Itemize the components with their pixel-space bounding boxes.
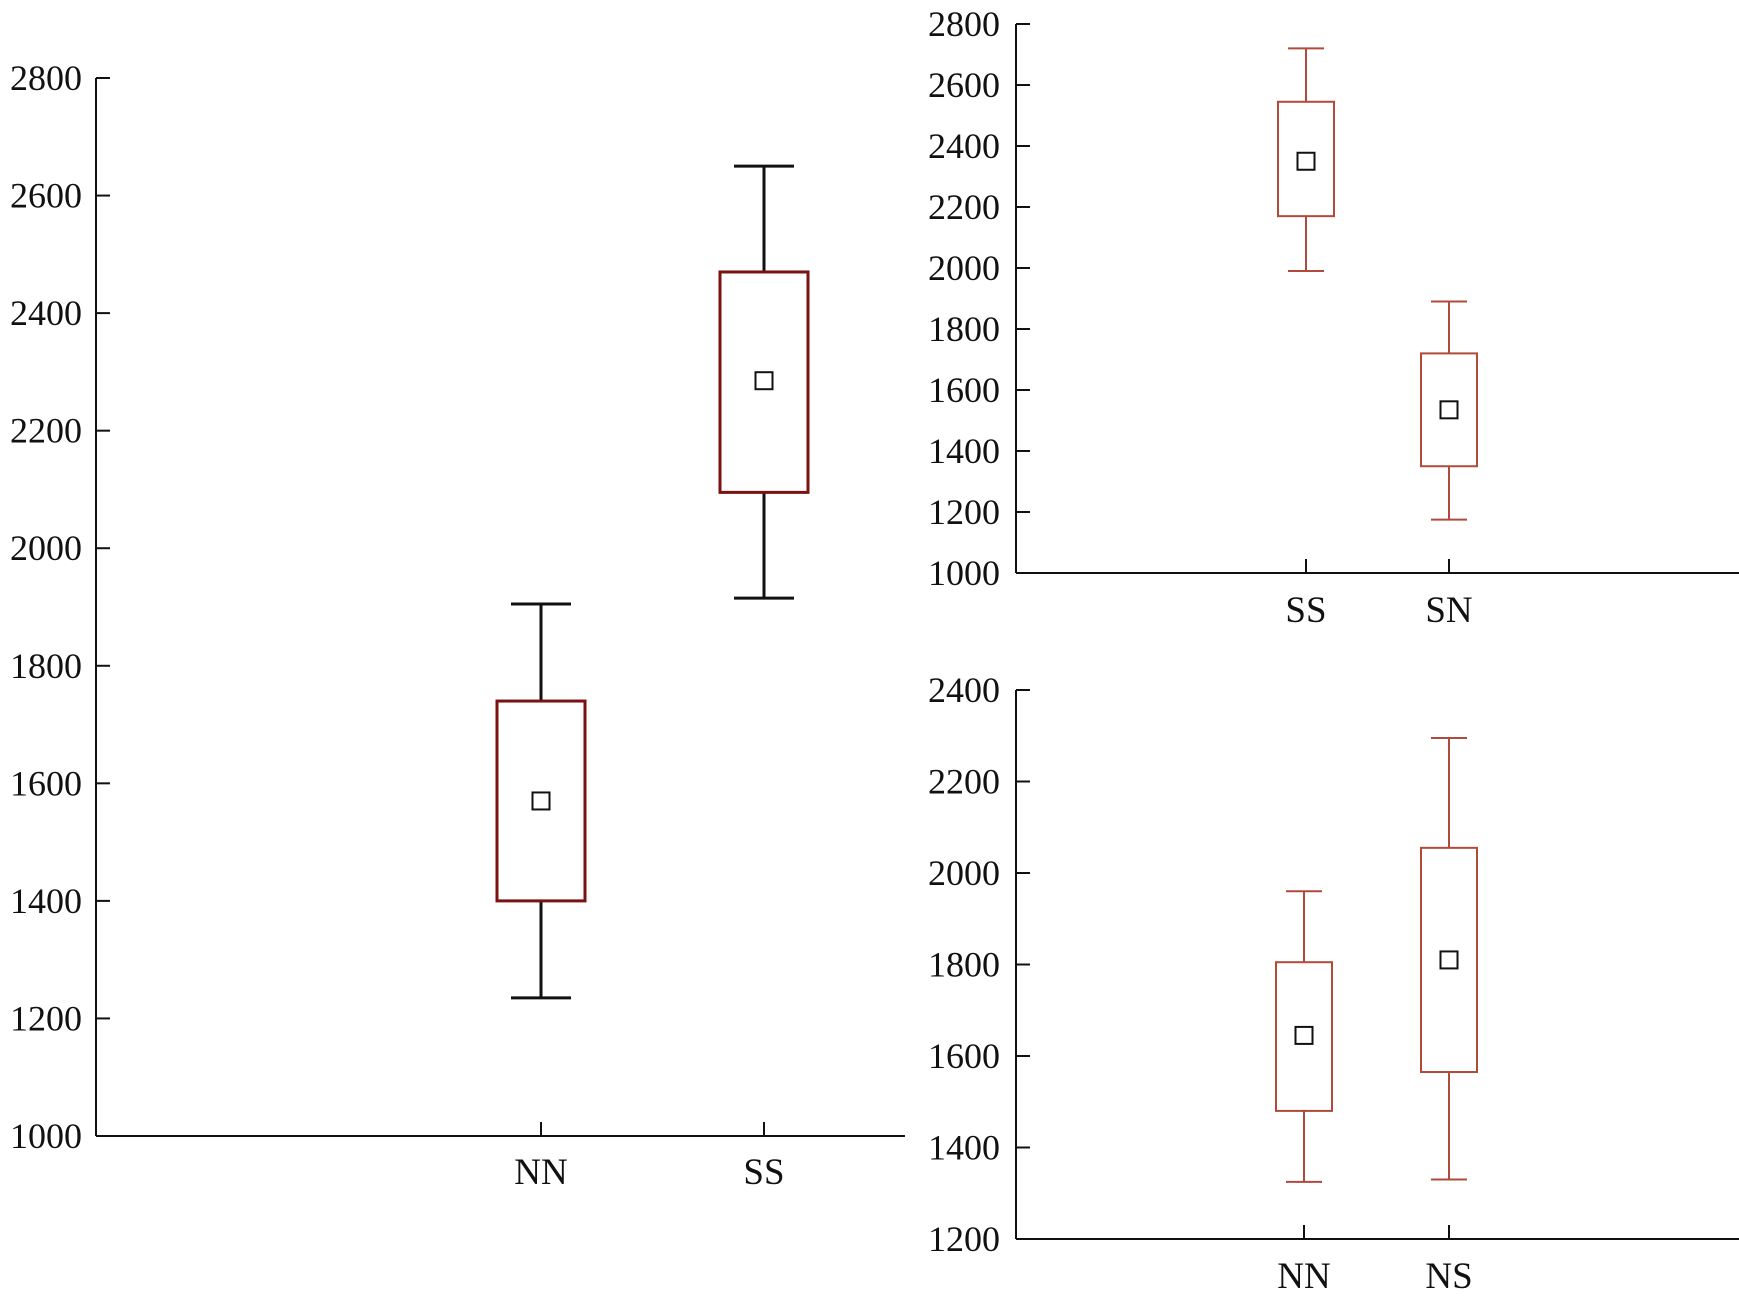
mean-marker — [1294, 1025, 1314, 1045]
y-tick-label: 2800 — [928, 4, 1000, 44]
mean-marker — [754, 371, 774, 391]
x-category-label: NS — [1425, 1256, 1472, 1297]
y-tick-label: 1400 — [10, 881, 82, 921]
mean-marker — [1439, 400, 1459, 420]
y-tick-label: 2200 — [928, 762, 1000, 802]
box-ss — [1277, 100, 1335, 218]
y-tick-label: 2800 — [10, 58, 82, 98]
panel-left-nn-ss: 1000 1200 1400 1600 1800 2000 2200 2400 2600 2800… — [10, 58, 905, 1193]
y-tick-label: 1800 — [928, 945, 1000, 985]
y-tick-label: 1600 — [928, 1036, 1000, 1076]
y-tick-label: 1600 — [928, 370, 1000, 410]
y-tick-label: 2000 — [10, 528, 82, 568]
box-nn — [495, 699, 587, 903]
x-category-label: SN — [1425, 590, 1472, 631]
box-sn — [1420, 352, 1478, 468]
y-tick-label: 1000 — [10, 1116, 82, 1156]
mean-marker — [1439, 950, 1459, 970]
y-tick-label: 1800 — [928, 309, 1000, 349]
y-tick-label: 1400 — [928, 1128, 1000, 1168]
mean-marker — [531, 791, 551, 811]
y-tick-label: 2400 — [10, 293, 82, 333]
y-tick-label: 2600 — [10, 176, 82, 216]
x-category-label: NN — [514, 1152, 567, 1193]
y-tick-label: 1200 — [10, 998, 82, 1038]
y-tick-label: 2000 — [928, 853, 1000, 893]
y-tick-label: 1200 — [928, 1219, 1000, 1259]
x-category-label: NN — [1277, 1256, 1330, 1297]
y-tick-label: 1800 — [10, 646, 82, 686]
y-tick-label: 2200 — [10, 411, 82, 451]
y-tick-label: 2400 — [928, 670, 1000, 710]
box-ss — [718, 270, 810, 494]
y-tick-label: 2000 — [928, 248, 1000, 288]
box-nn — [1275, 961, 1333, 1112]
x-category-label: SS — [1285, 590, 1326, 631]
y-tick-label: 1000 — [928, 553, 1000, 593]
box-ns — [1420, 846, 1478, 1074]
y-tick-label: 1400 — [928, 431, 1000, 471]
y-tick-label: 1200 — [928, 492, 1000, 532]
mean-marker — [1296, 151, 1316, 171]
panel-top-right-ss-sn: 1000 1200 1400 1600 1800 2000 2200 2400 2600 2800… — [928, 4, 1739, 631]
y-tick-label: 2400 — [928, 126, 1000, 166]
y-tick-label: 2600 — [928, 65, 1000, 105]
panel-bottom-right-nn-ns: 1200 1400 1600 1800 2000 2200 2400 NN NS — [928, 670, 1739, 1297]
y-tick-label: 1600 — [10, 763, 82, 803]
x-category-label: SS — [743, 1152, 784, 1193]
y-tick-label: 2200 — [928, 187, 1000, 227]
